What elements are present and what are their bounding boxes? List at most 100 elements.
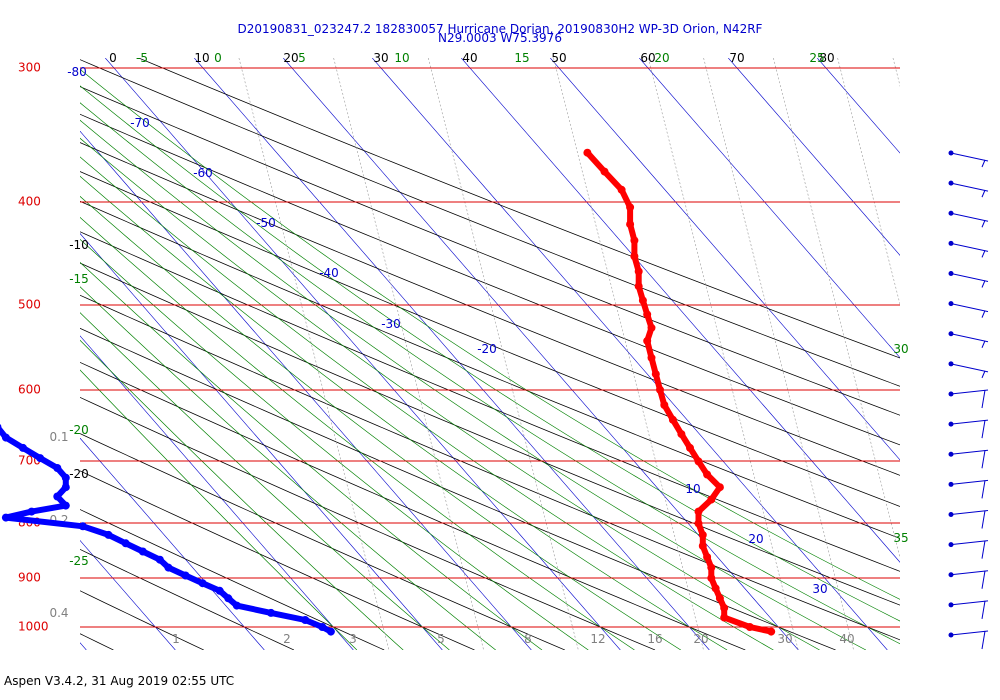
moist-adiabat-line — [80, 68, 900, 600]
dry-adiabat-line — [80, 86, 900, 416]
pressure-label: 300 — [18, 61, 41, 75]
wind-barb — [948, 419, 989, 439]
dry-adiabat-line — [80, 633, 114, 650]
isotherm-line — [372, 58, 888, 650]
wind-barb — [948, 630, 989, 650]
isotherm-line — [80, 539, 176, 650]
dry-adiabat-line — [80, 361, 746, 650]
wind-barb — [948, 389, 989, 409]
mixing-ratio-label: 3 — [349, 632, 357, 646]
isotherm-line — [80, 335, 354, 650]
isotherm-line — [194, 58, 710, 650]
temperature-tick-label: 40 — [462, 51, 477, 65]
mixing-ratio-label: 8 — [524, 632, 532, 646]
dry-adiabat-line — [80, 171, 900, 507]
moist-adiabat-label: 0 — [214, 51, 222, 65]
mixing-ratio-line — [647, 58, 799, 650]
wind-barb-column — [948, 150, 989, 650]
isotherm-label: 10 — [685, 482, 700, 496]
moist-adiabat-label: 10 — [394, 51, 409, 65]
moist-adiabat-line — [80, 216, 635, 650]
isotherm-label: -30 — [381, 317, 401, 331]
wind-barb — [948, 301, 989, 318]
mixing-ratio-line — [773, 58, 900, 559]
wind-barb — [948, 449, 989, 469]
isotherm-label: -40 — [319, 266, 339, 280]
wind-barb — [948, 271, 989, 288]
moist-adiabat-label: 15 — [514, 51, 529, 65]
mixing-ratio-line — [892, 58, 900, 87]
moist-adiabat-label: 20 — [654, 51, 669, 65]
profile-layer — [0, 148, 776, 636]
temperature-profile-line — [585, 150, 772, 635]
moist-adiabat-line — [80, 261, 543, 650]
wind-barb — [948, 570, 989, 589]
isotherm-line — [283, 58, 799, 650]
dry-adiabat-line — [80, 509, 385, 650]
mixing-ratio-line — [703, 58, 854, 650]
temperature-tick-label: 10 — [194, 51, 209, 65]
isotherm-line — [80, 233, 443, 650]
moist-adiabat-label: -25 — [69, 554, 89, 568]
wind-barb — [948, 180, 989, 198]
isotherm-line — [728, 58, 900, 256]
dry-adiabat-line — [80, 231, 900, 572]
wind-barb — [948, 240, 989, 258]
mixing-ratio-label: 0.1 — [49, 430, 68, 444]
isotherm-line — [639, 58, 900, 359]
temperature-tick-label: -20 — [69, 467, 89, 481]
wind-barb — [948, 510, 989, 529]
wind-barb — [948, 210, 989, 228]
dry-adiabat-line — [80, 470, 475, 650]
pressure-label: 1000 — [18, 620, 49, 634]
moist-adiabat-line — [80, 286, 496, 650]
isotherm-label: -50 — [256, 216, 276, 230]
dry-adiabat-line — [80, 590, 204, 650]
dry-adiabat-line — [80, 294, 900, 641]
moist-adiabat-line — [80, 238, 589, 650]
temperature-tick-label: -10 — [69, 238, 89, 252]
mixing-ratio-line — [333, 58, 484, 650]
dewpoint-profile-line — [0, 425, 333, 635]
mixing-ratio-line — [837, 58, 900, 306]
moist-adiabat-label: -15 — [69, 272, 89, 286]
wind-barb — [948, 331, 989, 348]
moist-adiabat-line — [80, 137, 820, 650]
moist-adiabat-label: 5 — [298, 51, 306, 65]
isotherm-label: -20 — [477, 342, 497, 356]
dry-adiabat-line — [80, 327, 836, 650]
mixing-ratio-line — [428, 58, 579, 650]
pressure-label: 400 — [18, 195, 41, 209]
mixing-ratio-label: 30 — [777, 632, 792, 646]
mixing-ratio-line — [932, 58, 1000, 650]
moist-adiabat-label: -20 — [69, 423, 89, 437]
dry-adiabat-line — [80, 397, 656, 650]
mixing-ratio-label: 12 — [590, 632, 605, 646]
moist-adiabat-line — [80, 175, 728, 650]
isotherm-line — [995, 58, 1000, 650]
mixing-ratio-label: 2 — [283, 632, 291, 646]
mixing-ratio-line — [553, 58, 704, 650]
dry-adiabat-line — [80, 113, 900, 446]
moist-adiabat-label: 25 — [809, 51, 824, 65]
isotherm-label: 20 — [748, 532, 763, 546]
isotherm-label: -80 — [67, 65, 87, 79]
chart-title-line1: D20190831_023247.2 182830057 Hurricane D… — [238, 22, 763, 36]
plot-area — [80, 58, 1000, 650]
isotherm-line — [817, 58, 900, 154]
dry-adiabat-line — [80, 200, 900, 539]
moist-adiabat-line — [80, 85, 900, 622]
mixing-ratio-line — [963, 58, 1000, 650]
dewpoint-profile — [0, 423, 335, 636]
mixing-ratio-label: 16 — [647, 632, 662, 646]
moist-adiabat-line — [80, 312, 450, 650]
dry-adiabat-line — [80, 433, 565, 650]
temperature-tick-label: 50 — [551, 51, 566, 65]
moist-adiabat-label: -5 — [136, 51, 148, 65]
isotherm-line — [461, 58, 900, 563]
moist-adiabat-line — [80, 119, 867, 650]
moist-adiabat-line — [80, 156, 774, 650]
pressure-label: 500 — [18, 298, 41, 312]
